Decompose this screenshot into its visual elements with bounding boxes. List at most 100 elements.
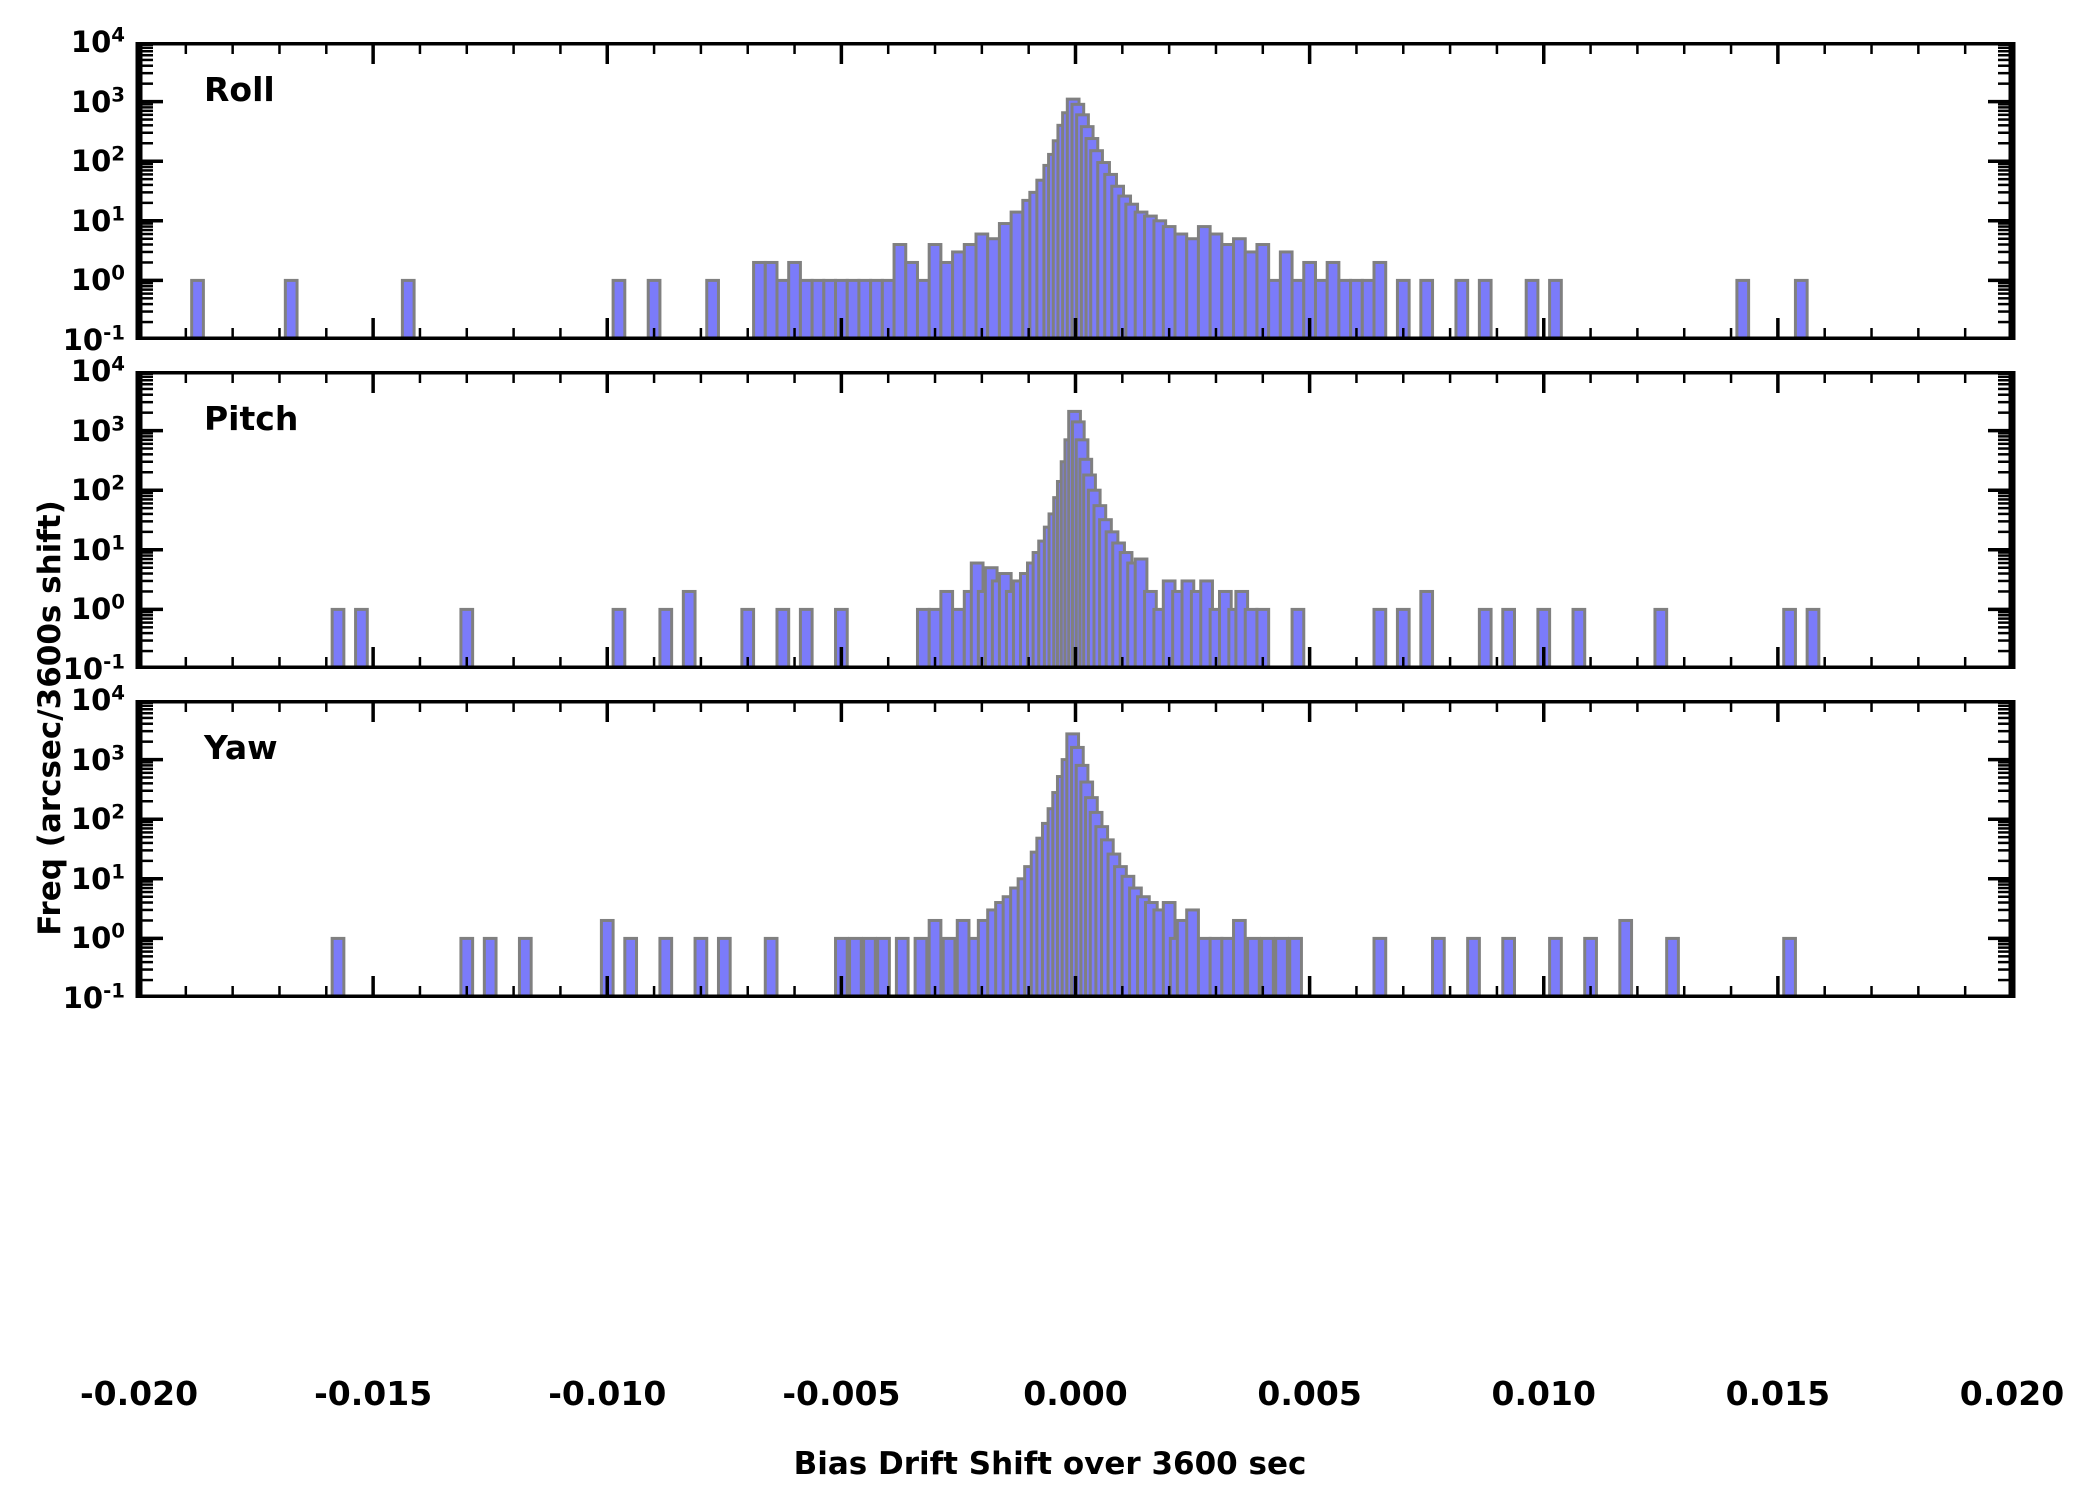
histogram-bar: [894, 936, 910, 998]
histogram-bar: [1185, 237, 1200, 340]
x-tick-label: -0.005: [782, 1374, 901, 1413]
histogram-bar: [1173, 232, 1189, 340]
histogram-bar: [955, 918, 971, 998]
histogram-bar: [1255, 243, 1271, 340]
panel-yaw: Yaw 10-1 100 101 102 103 104: [0, 683, 2100, 1015]
y-tick-label: 103: [70, 740, 125, 777]
histogram-bar: [1372, 936, 1388, 998]
panel-pitch: Pitch 10-1 100 101 102 103 104: [0, 354, 2100, 686]
y-tick-label: 102: [70, 471, 125, 508]
x-axis-ticks: [137, 374, 2014, 666]
histogram-bar: [1548, 936, 1563, 998]
histogram-bar: [763, 936, 779, 998]
histogram-bar: [1571, 607, 1587, 669]
histogram-bar: [1288, 936, 1303, 998]
histogram-bar: [845, 278, 861, 340]
x-tick-label: -0.010: [548, 1374, 667, 1413]
histogram-bar: [798, 278, 814, 340]
histogram-bars: [190, 97, 1809, 340]
histogram-bars: [330, 732, 1797, 998]
y-tick-label: 103: [70, 82, 125, 119]
y-tick-label: 100: [70, 261, 125, 298]
histogram-bar: [962, 243, 978, 340]
histogram-bar: [1360, 278, 1376, 340]
histogram-bar: [599, 918, 615, 998]
histogram-bar: [1454, 278, 1470, 340]
y-tick-label: 101: [70, 531, 125, 567]
histogram-bar: [354, 607, 369, 669]
histogram-bar: [1466, 936, 1481, 998]
axes-frame: [135, 371, 2016, 669]
histogram-bar: [1274, 936, 1289, 998]
y-axis-ticks: [142, 372, 2009, 653]
histogram-bar: [951, 250, 966, 340]
histogram-bar: [681, 589, 697, 669]
histogram-bar: [1220, 243, 1236, 340]
histogram-bar: [482, 936, 498, 998]
y-tick-label: 100: [70, 919, 125, 956]
histogram-bar: [1009, 210, 1025, 340]
histogram-bar: [1793, 278, 1809, 340]
x-axis-label: Bias Drift Shift over 3600 sec: [793, 1446, 1307, 1482]
y-axis-ticks: [142, 43, 2009, 324]
axes-frame: [135, 42, 2016, 340]
histogram-bar: [1232, 237, 1247, 340]
histogram-bar: [1325, 260, 1341, 340]
x-tick-label: -0.015: [314, 1374, 433, 1413]
plot-area-yaw: [135, 700, 2016, 998]
histogram-bar: [1419, 589, 1435, 669]
histogram-bar: [904, 260, 919, 340]
histogram-bar: [974, 232, 990, 340]
histogram-bar: [1735, 278, 1751, 340]
panel-title-yaw: Yaw: [204, 728, 278, 767]
histogram-bar: [810, 278, 826, 340]
histogram-bar: [1501, 936, 1516, 998]
histogram-bar: [775, 607, 791, 669]
histogram-bar: [913, 936, 929, 998]
histogram-bar: [1477, 607, 1493, 669]
histogram-bar: [1267, 278, 1282, 340]
histogram-bar: [939, 589, 955, 669]
histogram-bar: [1337, 278, 1353, 340]
histogram-bar: [658, 936, 674, 998]
histogram-bar: [1278, 250, 1294, 340]
x-axis-ticks: [137, 703, 2014, 995]
y-tick-label: 10-1: [62, 321, 125, 357]
x-tick-label: -0.020: [79, 1374, 199, 1413]
histogram-bar: [1313, 278, 1329, 340]
histogram-bar: [857, 278, 873, 340]
histogram-bar: [915, 278, 931, 340]
histogram-bars: [330, 409, 1821, 669]
x-tick-label: 0.005: [1257, 1374, 1362, 1413]
histogram-bar: [1243, 250, 1259, 340]
histogram-bar: [798, 607, 814, 669]
y-tick-label: 102: [70, 800, 125, 837]
y-tick-label: 103: [70, 411, 125, 448]
histogram-bar: [705, 278, 720, 340]
y-axis-ticks: [142, 701, 2009, 982]
histogram-bar: [1372, 260, 1388, 340]
histogram-bar: [1501, 607, 1516, 669]
histogram-bar: [1548, 278, 1563, 340]
histogram-bar: [611, 607, 627, 669]
histogram-bar: [939, 260, 955, 340]
histogram-bar: [862, 936, 877, 998]
y-tick-label: 104: [70, 681, 125, 717]
histogram-bar: [1196, 225, 1212, 340]
y-tick-label: 104: [70, 352, 125, 388]
x-tick-label: 0.015: [1725, 1374, 1831, 1413]
histogram-bar: [1196, 936, 1212, 998]
histogram-bar: [1782, 607, 1797, 669]
histogram-bar: [1805, 607, 1821, 669]
histogram-bar: [517, 936, 533, 998]
histogram-bar: [1431, 936, 1446, 998]
histogram-bar: [763, 260, 779, 340]
histogram-bar: [623, 936, 639, 998]
histogram-bar: [658, 607, 674, 669]
histogram-bar: [927, 243, 943, 340]
panel-title-roll: Roll: [204, 70, 275, 109]
histogram-bar: [822, 278, 838, 340]
histogram-bar: [1220, 936, 1236, 998]
histogram-bar: [1161, 225, 1177, 340]
histogram-bar: [1208, 232, 1224, 340]
